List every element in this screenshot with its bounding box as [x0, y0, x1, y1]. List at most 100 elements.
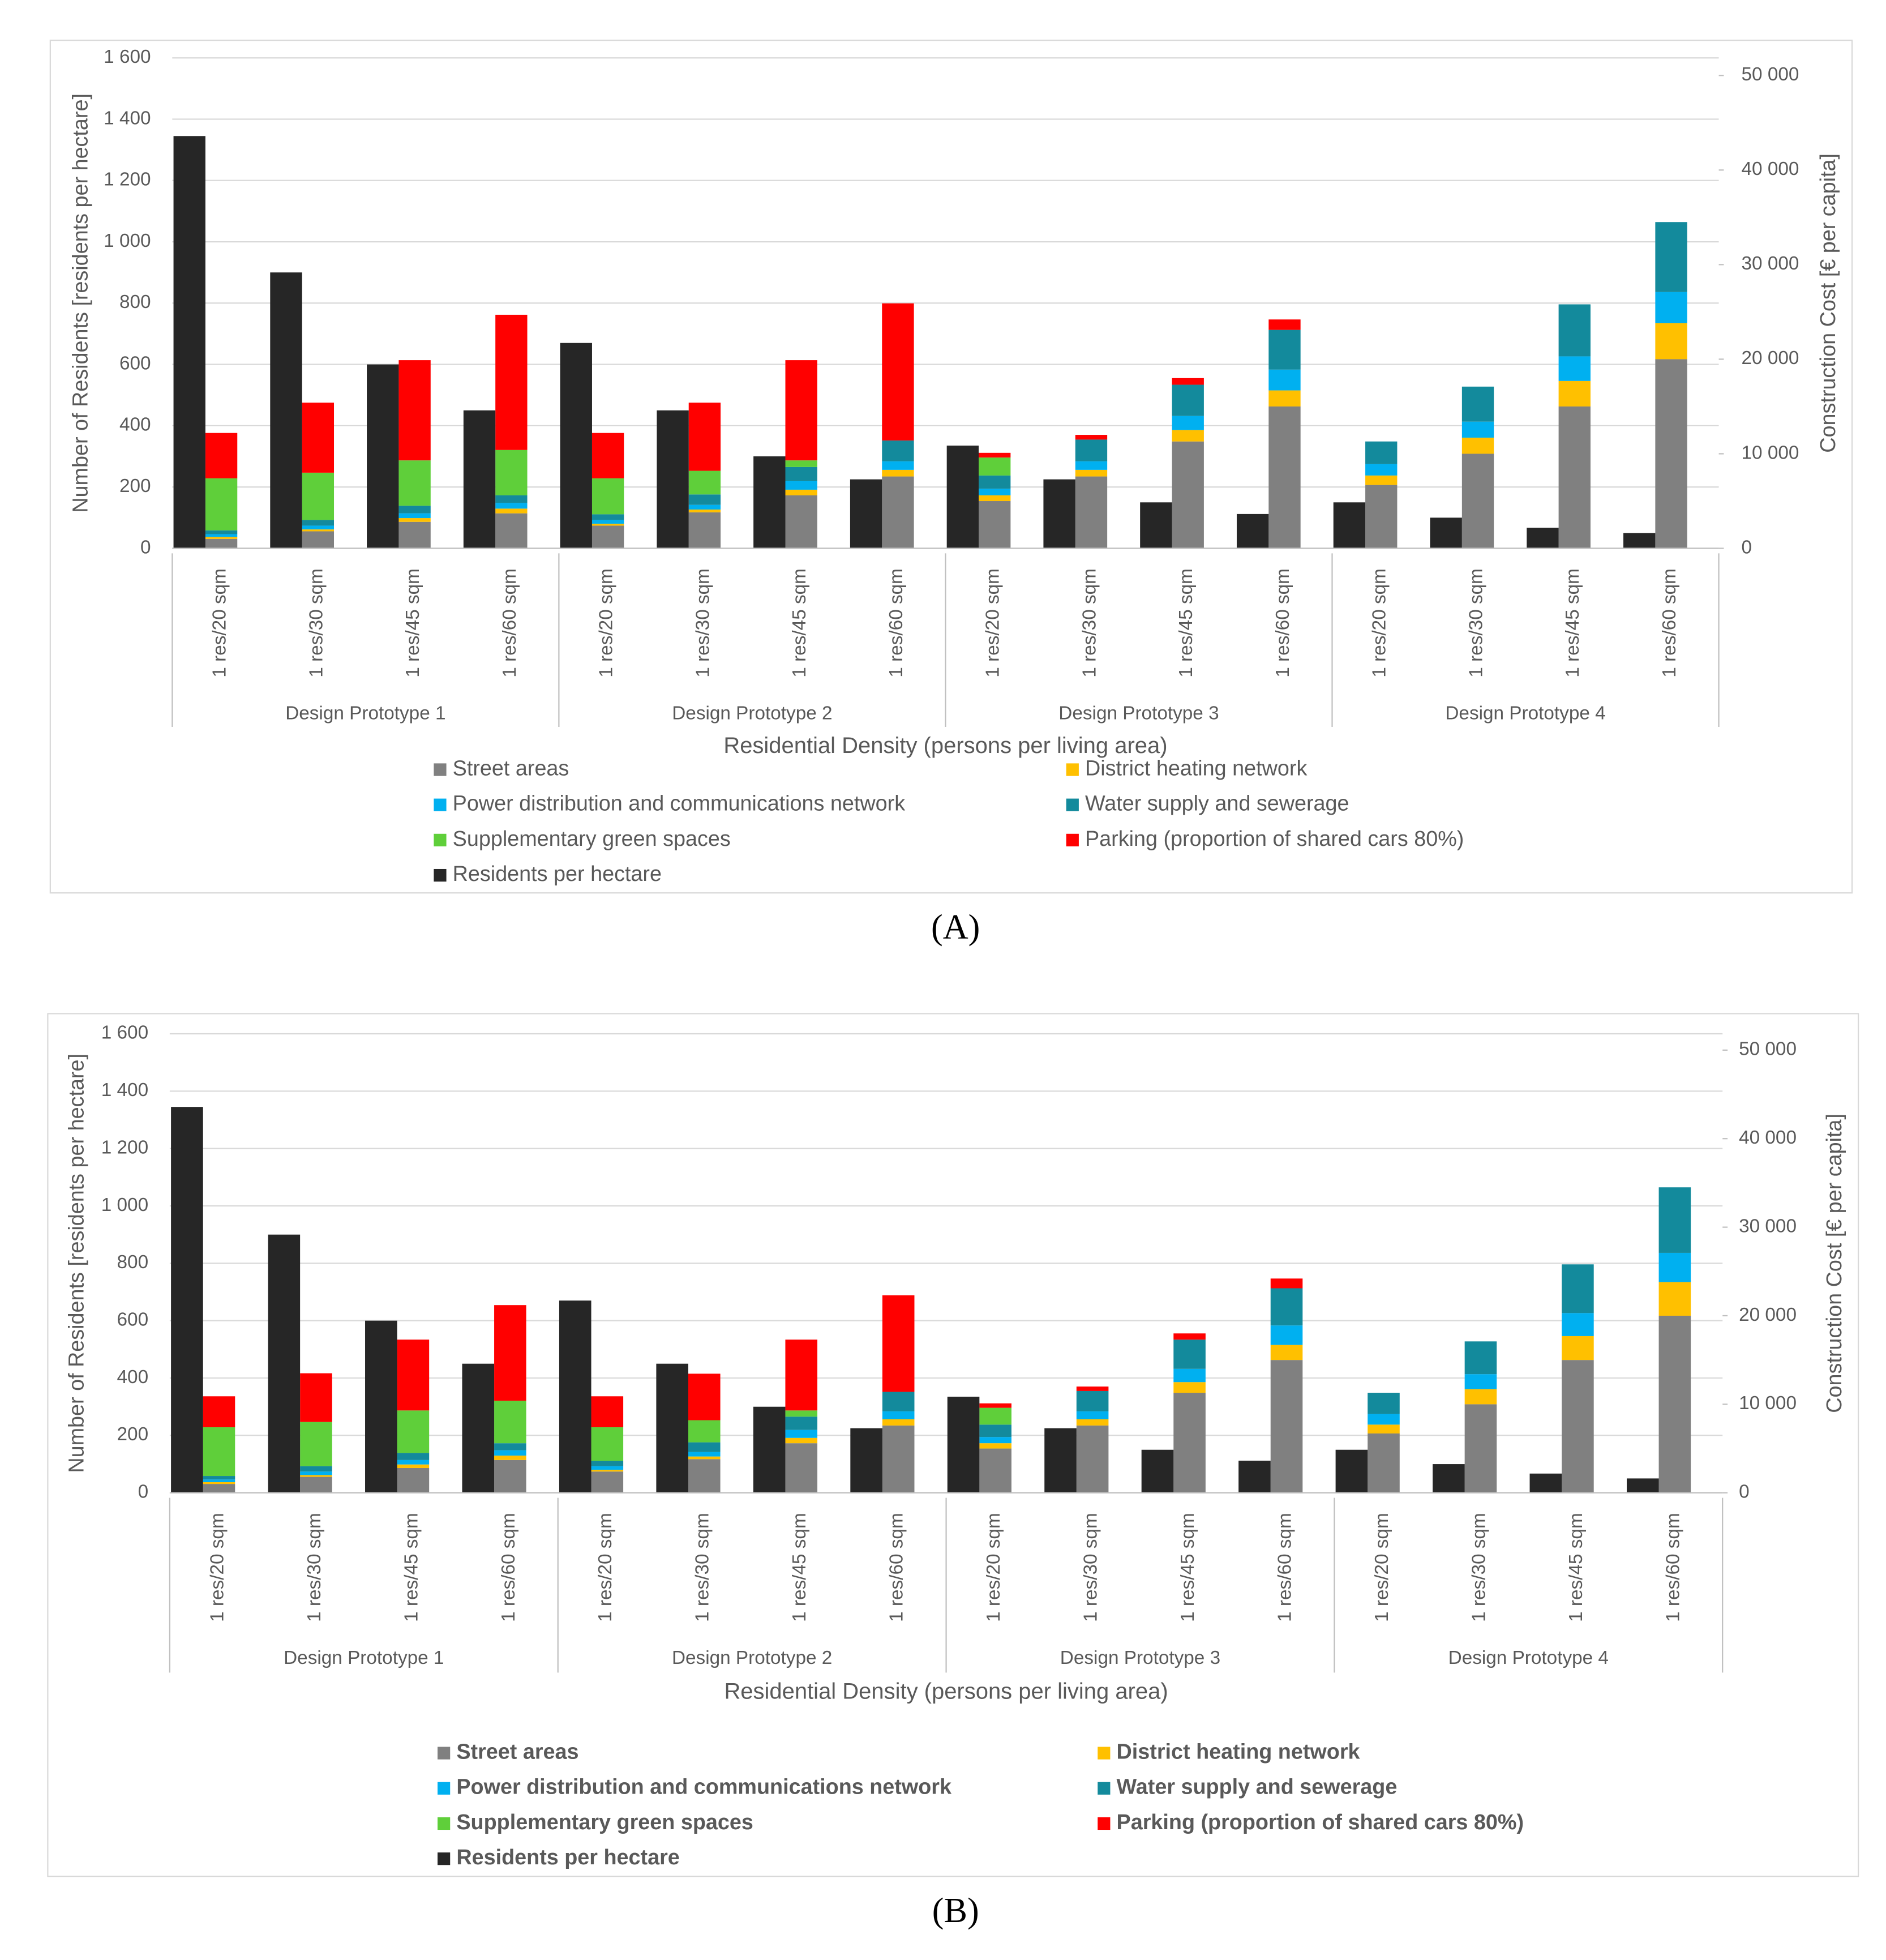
- cost-bar-segment: [882, 440, 914, 461]
- residents-bar: [560, 343, 592, 549]
- residents-bar: [947, 1396, 980, 1493]
- residents-bar: [1623, 533, 1656, 549]
- legend-swatch: [438, 1817, 451, 1830]
- x-tick-label: 1 res/30 sqm: [304, 1513, 325, 1622]
- cost-bar-segment: [1365, 485, 1398, 549]
- cost-bar-segment: [203, 1396, 235, 1428]
- cost-bar-segment: [979, 1448, 1011, 1493]
- x-tick-label: 1 res/60 sqm: [886, 1513, 907, 1622]
- cost-bar-segment: [1365, 475, 1398, 485]
- cost-bar-segment: [397, 1467, 430, 1493]
- cost-bar-segment: [882, 1411, 915, 1419]
- cost-bar-segment: [1076, 1411, 1109, 1419]
- cost-bar-segment: [1461, 438, 1494, 454]
- group-label: Design Prototype 2: [672, 703, 832, 724]
- cost-bar-segment: [1173, 1382, 1206, 1393]
- cost-bar-segment: [300, 1422, 332, 1466]
- y-tick-label: 0: [140, 537, 151, 558]
- y-tick-label: 600: [119, 353, 151, 374]
- cost-bar-segment: [979, 457, 1011, 476]
- x-axis-title: Residential Density (persons per living …: [723, 733, 1167, 758]
- x-tick-label: 1 res/60 sqm: [1659, 568, 1680, 678]
- legend-label: Water supply and sewerage: [1085, 792, 1349, 816]
- residents-bar: [268, 1234, 301, 1493]
- cost-bar-segment: [1075, 469, 1108, 477]
- x-tick-label: 1 res/30 sqm: [1465, 568, 1486, 678]
- residents-bar: [1529, 1473, 1562, 1493]
- legend-swatch: [1098, 1817, 1111, 1830]
- cost-bar-segment: [979, 1443, 1011, 1449]
- legend-swatch: [1066, 798, 1079, 811]
- residents-bar: [1043, 479, 1075, 549]
- cost-bar-segment: [785, 481, 817, 490]
- residents-bar: [753, 456, 786, 549]
- cost-bar-segment: [1270, 1345, 1303, 1360]
- residents-bar: [1141, 1449, 1174, 1493]
- cost-bar-segment: [495, 450, 528, 495]
- y2-tick-label: 40 000: [1739, 1127, 1797, 1148]
- residents-bar: [270, 272, 302, 549]
- legend-swatch: [434, 763, 447, 776]
- y-tick-label: 0: [138, 1482, 149, 1503]
- legend-label: Water supply and sewerage: [1117, 1775, 1398, 1799]
- group-label: Design Prototype 1: [284, 1647, 444, 1668]
- x-tick-label: 1 res/20 sqm: [209, 568, 230, 678]
- legend-swatch: [1066, 763, 1079, 776]
- y-tick-label: 800: [119, 292, 151, 313]
- cost-bar-segment: [785, 360, 817, 461]
- cost-bar-segment: [1658, 1315, 1691, 1493]
- x-tick-label: 1 res/30 sqm: [306, 568, 327, 678]
- y-tick-label: 600: [117, 1309, 149, 1330]
- cost-bar-segment: [397, 1453, 430, 1460]
- y-tick-label: 400: [119, 414, 151, 435]
- cost-bar-segment: [591, 1461, 624, 1466]
- cost-bar-segment: [882, 1425, 915, 1493]
- cost-bar-segment: [1270, 1325, 1303, 1345]
- y-tick-label: 200: [119, 476, 151, 497]
- group-label: Design Prototype 3: [1060, 1647, 1220, 1668]
- legend-label: Residents per hectare: [456, 1846, 679, 1869]
- y-axis-title: Number of Residents [residents per hecta…: [68, 93, 92, 513]
- cost-bar-segment: [591, 1471, 624, 1493]
- cost-bar-segment: [979, 1437, 1011, 1444]
- cost-bar-segment: [1562, 1360, 1594, 1493]
- y-axis-title: Number of Residents [residents per hecta…: [65, 1054, 89, 1473]
- residents-bar: [1626, 1478, 1659, 1493]
- x-tick-label: 1 res/45 sqm: [789, 1513, 810, 1622]
- cost-bar-segment: [203, 1484, 235, 1493]
- x-tick-label: 1 res/20 sqm: [595, 1513, 616, 1622]
- y-tick-label: 1 200: [101, 1137, 148, 1158]
- legend-swatch: [1066, 833, 1079, 846]
- legend-label: Parking (proportion of shared cars 80%): [1085, 827, 1464, 851]
- cost-bar-segment: [1658, 1282, 1691, 1316]
- cost-bar-segment: [591, 524, 624, 526]
- cost-bar-segment: [785, 467, 817, 481]
- y2-tick-label: 40 000: [1742, 159, 1799, 179]
- cost-bar-segment: [205, 530, 238, 534]
- cost-bar-segment: [1365, 441, 1398, 464]
- cost-bar-segment: [1658, 1252, 1691, 1282]
- cost-bar-segment: [688, 1459, 721, 1493]
- group-label: Design Prototype 2: [672, 1647, 832, 1668]
- cost-bar-segment: [1461, 453, 1494, 549]
- cost-bar-segment: [979, 475, 1011, 489]
- x-tick-label: 1 res/60 sqm: [499, 568, 520, 678]
- y2-tick-label: 50 000: [1739, 1039, 1797, 1060]
- cost-bar-segment: [1464, 1404, 1497, 1493]
- legend-swatch: [1098, 1747, 1111, 1760]
- x-tick-label: 1 res/30 sqm: [692, 1513, 713, 1622]
- residents-bar: [850, 1428, 882, 1493]
- cost-bar-segment: [1268, 329, 1301, 370]
- residents-bar: [850, 479, 882, 549]
- cost-bar-segment: [398, 360, 431, 461]
- cost-bar-segment: [398, 506, 431, 513]
- cost-bar-segment: [1172, 416, 1204, 430]
- y2-tick-label: 30 000: [1739, 1216, 1797, 1236]
- cost-bar-segment: [688, 1442, 721, 1452]
- cost-bar-segment: [688, 512, 721, 549]
- cost-bar-segment: [398, 521, 431, 549]
- cost-bar-segment: [688, 494, 721, 505]
- cost-bar-segment: [591, 1466, 624, 1470]
- group-label: Design Prototype 4: [1445, 703, 1605, 724]
